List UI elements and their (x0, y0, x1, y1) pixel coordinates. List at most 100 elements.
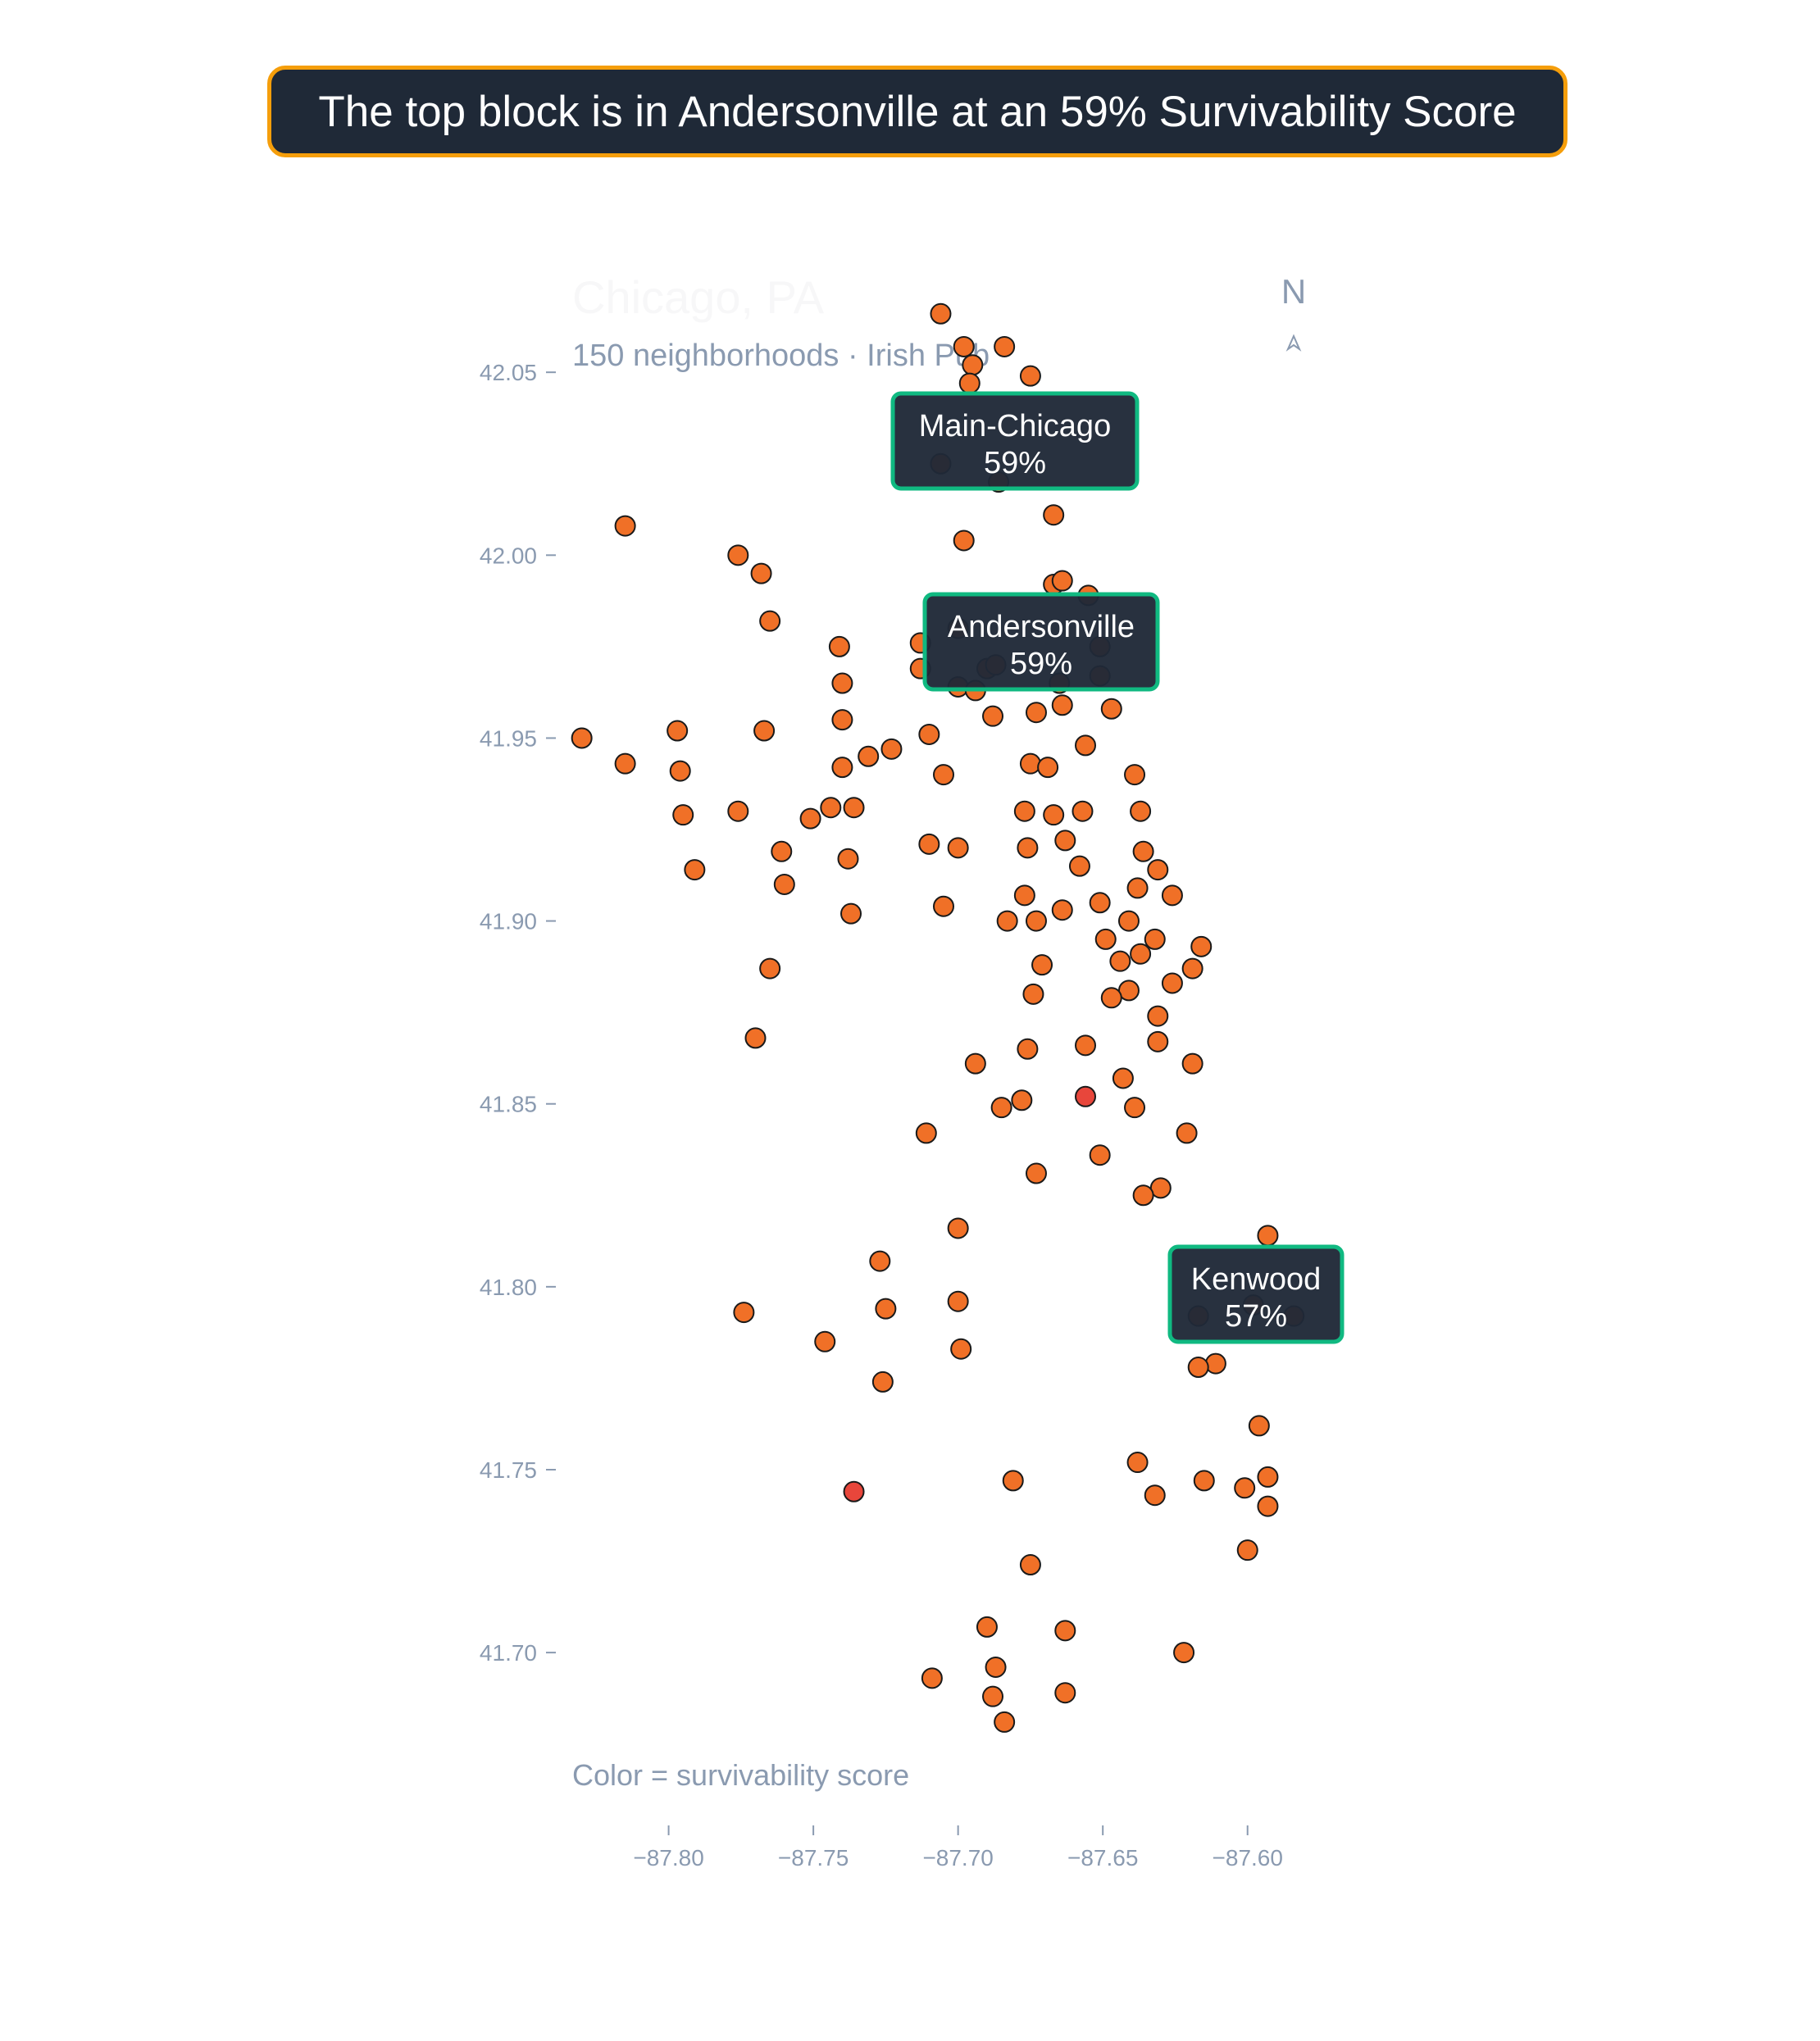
data-point (831, 757, 853, 779)
data-point (858, 745, 880, 767)
data-point (1051, 570, 1073, 592)
data-point (1054, 1682, 1076, 1704)
data-point (918, 833, 940, 855)
callout-box (922, 592, 1160, 692)
data-point (1161, 884, 1183, 907)
data-point (1051, 899, 1073, 921)
data-point (1117, 910, 1140, 932)
data-point (1147, 1030, 1169, 1052)
data-point (733, 1302, 755, 1324)
data-point (1132, 1184, 1154, 1207)
data-point (990, 1097, 1012, 1119)
data-point (994, 1711, 1016, 1733)
y-tick-label: 41.70 (480, 1640, 537, 1666)
north-arrow-icon (1285, 334, 1302, 352)
x-tick-label: −87.60 (1213, 1845, 1283, 1871)
headline-banner: The top block is in Andersonville at an … (267, 66, 1567, 157)
data-point (918, 723, 940, 745)
data-point (930, 302, 952, 325)
north-label: N (1281, 272, 1306, 311)
data-point (820, 797, 842, 819)
data-point (1054, 830, 1076, 852)
data-point (1124, 1097, 1146, 1119)
data-point (1193, 1470, 1215, 1492)
data-point (1051, 694, 1073, 716)
data-point (976, 1616, 998, 1638)
data-point (1025, 1162, 1047, 1184)
data-point (727, 800, 749, 822)
data-point (1043, 504, 1065, 526)
data-point (828, 635, 850, 657)
data-point (933, 764, 954, 786)
data-point (953, 335, 975, 357)
callout-value: 57% (1225, 1299, 1287, 1334)
data-point (669, 760, 691, 782)
data-point (1187, 1357, 1209, 1379)
data-point (1013, 884, 1035, 907)
data-point (996, 910, 1018, 932)
data-point (831, 709, 853, 731)
data-point (1161, 972, 1183, 994)
data-point (958, 372, 981, 394)
data-point (744, 1027, 767, 1049)
callout-value: 59% (984, 446, 1046, 480)
data-point (982, 1685, 1004, 1707)
data-point (840, 902, 862, 925)
data-point (759, 610, 781, 632)
data-point (1147, 1005, 1169, 1027)
data-point (1075, 1034, 1097, 1057)
data-point (871, 1371, 894, 1393)
data-point (947, 1290, 969, 1312)
data-point (684, 859, 706, 881)
data-point (843, 1480, 865, 1502)
data-point (750, 562, 772, 584)
data-point (1173, 1642, 1195, 1664)
data-point (1068, 855, 1090, 877)
data-point (1112, 1067, 1134, 1089)
data-point (1089, 1144, 1111, 1166)
y-axis: 42.05 42.00 41.95 41.90 41.85 41.80 41.75 41.70 (480, 360, 556, 1666)
data-point (1126, 877, 1149, 899)
y-tick-label: 41.85 (480, 1092, 537, 1117)
data-point (1130, 800, 1152, 822)
data-point (667, 720, 689, 742)
data-point (1043, 804, 1065, 826)
data-point (1019, 365, 1041, 387)
data-point (831, 672, 853, 694)
data-point (1019, 1554, 1041, 1576)
data-point (953, 530, 975, 552)
callout-box (890, 391, 1140, 491)
chart-subtitle: 150 neighborhoods · Irish Pub (572, 339, 990, 373)
data-point (727, 544, 749, 566)
data-point (1147, 859, 1169, 881)
data-point (571, 727, 593, 749)
callout-name: Main-Chicago (919, 409, 1111, 443)
data-point (1190, 935, 1213, 957)
data-point (962, 354, 984, 376)
callout-value: 59% (1010, 647, 1072, 681)
data-point (1234, 1477, 1256, 1499)
data-point (1019, 752, 1041, 775)
data-point (1204, 1352, 1226, 1375)
data-point (1075, 734, 1097, 757)
data-point (837, 848, 859, 870)
data-point (1100, 698, 1122, 720)
data-point (1072, 800, 1094, 822)
data-point (1022, 983, 1044, 1005)
data-point (1075, 1085, 1097, 1107)
data-point (875, 1298, 897, 1320)
data-point (614, 515, 636, 537)
callout-name: Kenwood (1191, 1262, 1321, 1297)
x-tick-label: −87.70 (922, 1845, 993, 1871)
data-point (1257, 1495, 1279, 1517)
data-point (1011, 1089, 1033, 1111)
data-point (1181, 957, 1203, 980)
data-point (1025, 910, 1047, 932)
data-point (964, 1052, 986, 1075)
y-tick-label: 42.05 (480, 360, 537, 385)
callouts: Main-Chicago59%Andersonville59%Kenwood57… (890, 391, 1345, 1344)
data-point (843, 797, 865, 819)
data-point (1054, 1620, 1076, 1642)
